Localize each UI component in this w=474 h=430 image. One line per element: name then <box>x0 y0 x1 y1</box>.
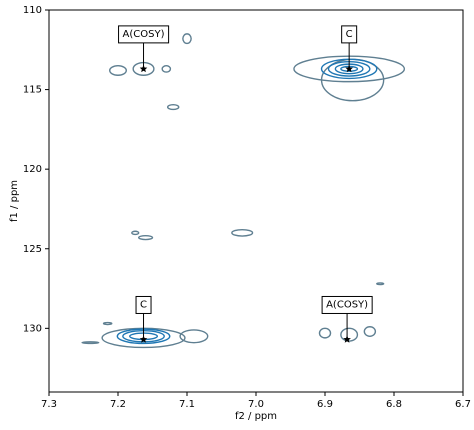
contour <box>138 234 154 241</box>
contour <box>166 104 180 111</box>
contour <box>131 230 140 236</box>
x-tick-label: 7.0 <box>248 399 264 410</box>
peak-label: C <box>140 299 147 310</box>
contour <box>109 65 127 76</box>
contour <box>179 329 209 344</box>
y-tick-label: 130 <box>23 323 42 334</box>
x-tick-label: 6.8 <box>386 399 402 410</box>
contour <box>363 326 377 337</box>
x-tick-label: 6.7 <box>455 399 471 410</box>
contour <box>318 327 332 339</box>
peak-marker <box>343 335 351 343</box>
label-box <box>341 25 358 44</box>
x-tick-label: 7.3 <box>41 399 57 410</box>
y-tick-label: 125 <box>23 244 42 255</box>
peak-marker <box>139 335 148 343</box>
peak-marker <box>139 64 148 73</box>
x-axis-label: f2 / ppm <box>235 411 277 422</box>
peak-label: A(COSY) <box>123 29 165 40</box>
contour <box>182 33 192 45</box>
peak-label: C <box>346 29 353 40</box>
x-tick-label: 7.1 <box>179 399 195 410</box>
y-tick-label: 120 <box>23 164 42 175</box>
peak-label: A(COSY) <box>326 299 368 310</box>
contour <box>231 228 254 237</box>
contour <box>81 341 100 345</box>
label-box <box>118 25 170 44</box>
contour <box>376 282 385 286</box>
contour <box>102 321 113 326</box>
y-tick-label: 115 <box>23 85 42 96</box>
contour <box>340 327 359 342</box>
x-tick-label: 7.2 <box>110 399 126 410</box>
y-tick-label: 110 <box>23 5 42 16</box>
label-box <box>321 295 373 314</box>
contour <box>161 65 172 73</box>
peak-marker <box>345 64 353 73</box>
label-box <box>135 295 152 314</box>
x-tick-label: 6.9 <box>317 399 333 410</box>
y-axis-label: f1 / ppm <box>9 180 20 222</box>
